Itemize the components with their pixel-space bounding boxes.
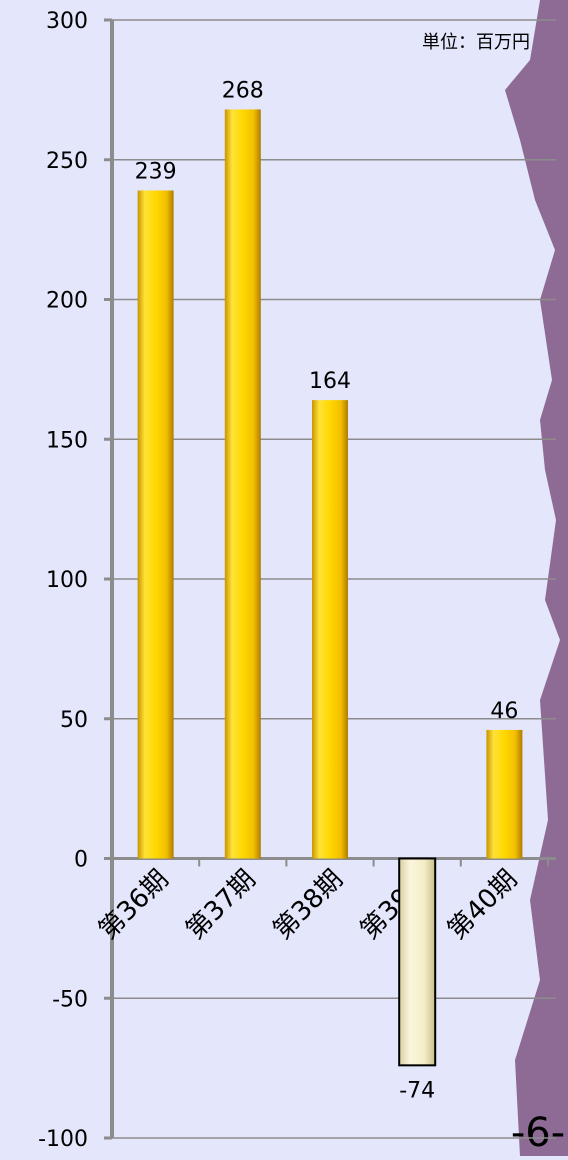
value-label: 239: [135, 159, 177, 184]
page-number: -6-: [511, 1110, 565, 1156]
x-tick-label: 第38期: [268, 864, 349, 945]
bar: [224, 109, 261, 859]
y-tick-label: -100: [38, 1127, 88, 1152]
x-tick-label: 第36期: [93, 864, 174, 945]
y-tick-label: 50: [60, 708, 88, 733]
value-label: -74: [399, 1078, 435, 1103]
y-tick-label: 200: [46, 289, 88, 314]
y-tick-label: 300: [46, 9, 88, 34]
unit-label: 単位：百万円: [422, 32, 530, 53]
bar: [398, 857, 437, 1067]
bar: [486, 729, 523, 859]
x-tick-label: 第40期: [442, 864, 523, 945]
bar: [312, 400, 348, 859]
y-tick-label: -50: [52, 987, 88, 1012]
x-tick-label: 第37期: [180, 864, 261, 945]
y-tick-label: 250: [46, 149, 88, 174]
y-tick-label: 0: [74, 848, 88, 873]
value-label: 164: [309, 369, 351, 394]
value-label: 46: [490, 699, 518, 724]
y-tick-label: 100: [46, 568, 88, 593]
value-label: 268: [222, 78, 264, 103]
bar: [137, 190, 174, 859]
decoration: [505, 0, 568, 1156]
y-tick-label: 150: [46, 428, 88, 453]
